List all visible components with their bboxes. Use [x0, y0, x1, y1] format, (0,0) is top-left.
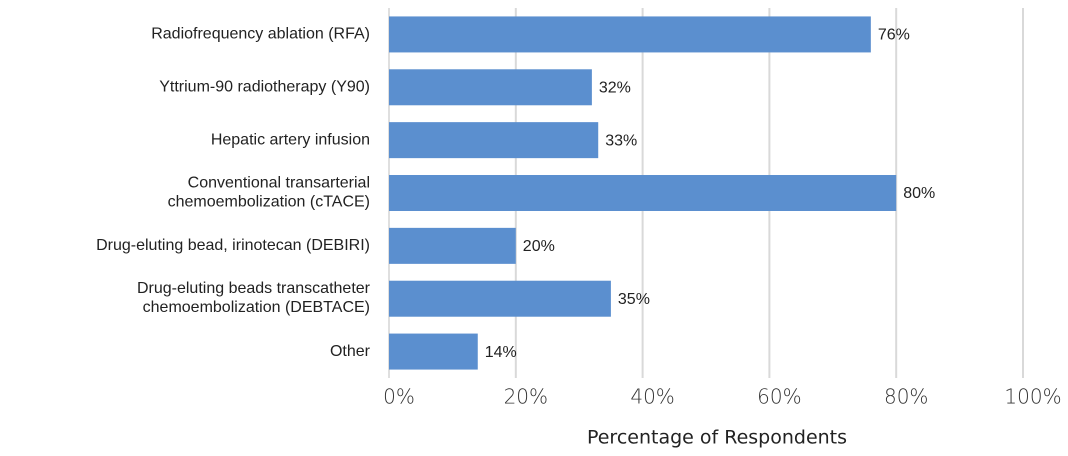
- y-tick-label: Radiofrequency ablation (RFA): [151, 26, 370, 43]
- value-label: 20%: [523, 238, 555, 255]
- y-tick-label: Drug-eluting beads transcatheter chemoemb…: [137, 280, 371, 316]
- x-tick-label: 20%: [504, 385, 548, 409]
- bar: [389, 333, 478, 370]
- bar: [389, 175, 897, 211]
- x-tick-label: 0%: [383, 385, 415, 409]
- y-tick-label: Other: [330, 343, 371, 360]
- y-tick-label: Conventional transarterial chemoembolizat…: [168, 175, 370, 211]
- value-label: 33%: [605, 132, 637, 149]
- x-tick-label: 100%: [1004, 385, 1061, 409]
- bar: [389, 227, 516, 264]
- y-tick-label: Drug-eluting bead, irinotecan (DEBIRI): [96, 237, 370, 254]
- bar: [389, 69, 592, 106]
- value-label: 80%: [903, 185, 935, 202]
- x-axis-title: Percentage of Respondents: [587, 427, 847, 449]
- value-label: 76%: [878, 27, 910, 44]
- y-tick-label: Hepatic artery infusion: [211, 131, 370, 148]
- value-label: 35%: [618, 291, 650, 308]
- x-tick-label: 60%: [757, 385, 801, 409]
- bar: [389, 122, 599, 159]
- x-tick-label: 40%: [630, 385, 674, 409]
- bar: [389, 16, 871, 53]
- value-label: 32%: [599, 80, 631, 97]
- bar: [389, 280, 611, 317]
- value-label: 14%: [485, 344, 517, 361]
- x-tick-label: 80%: [884, 385, 928, 409]
- y-tick-label: Yttrium-90 radiotherapy (Y90): [159, 79, 370, 96]
